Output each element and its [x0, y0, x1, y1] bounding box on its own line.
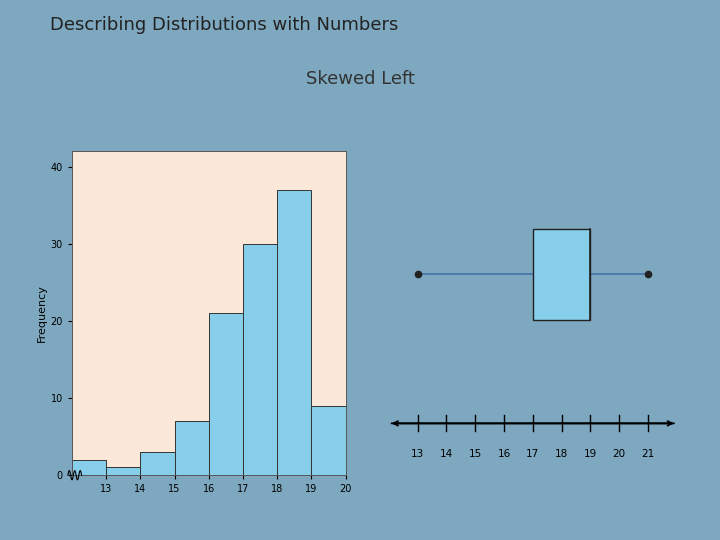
- Bar: [209, 313, 243, 475]
- Text: 14: 14: [440, 449, 453, 460]
- Text: Describing Distributions with Numbers: Describing Distributions with Numbers: [50, 16, 399, 34]
- Y-axis label: Frequency: Frequency: [37, 284, 46, 342]
- Text: 18: 18: [555, 449, 568, 460]
- Text: Skewed Left: Skewed Left: [305, 70, 415, 88]
- Bar: [107, 468, 140, 475]
- Bar: [533, 229, 590, 320]
- Text: 19: 19: [584, 449, 597, 460]
- Text: 17: 17: [526, 449, 539, 460]
- Bar: [72, 460, 107, 475]
- Text: 16: 16: [498, 449, 510, 460]
- Text: 13: 13: [411, 449, 424, 460]
- Text: 21: 21: [642, 449, 654, 460]
- Bar: [140, 452, 174, 475]
- Text: 20: 20: [613, 449, 626, 460]
- Bar: [243, 244, 277, 475]
- Bar: [277, 190, 311, 475]
- Text: 15: 15: [469, 449, 482, 460]
- Bar: [174, 421, 209, 475]
- Bar: [311, 406, 346, 475]
